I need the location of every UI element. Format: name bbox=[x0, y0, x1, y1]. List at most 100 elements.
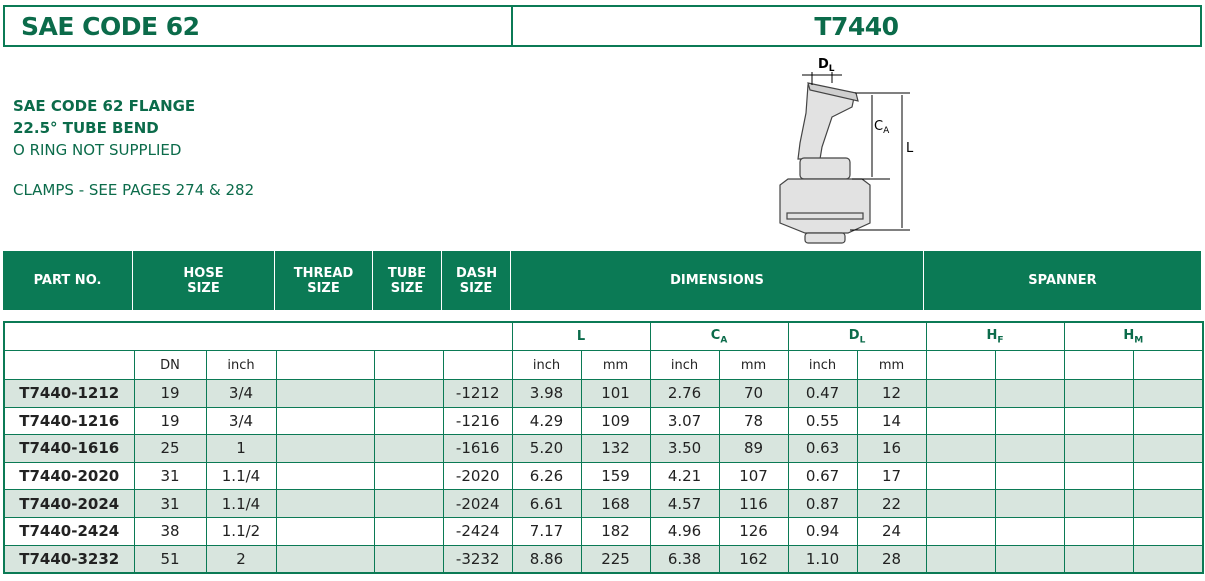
group-sub: M bbox=[1134, 335, 1144, 346]
cell bbox=[1063, 350, 1134, 380]
column-title: TUBE SIZE bbox=[373, 251, 442, 310]
column-title: DIMENSIONS bbox=[511, 251, 924, 310]
cell: 4.57 bbox=[649, 489, 720, 518]
group-sub: L bbox=[859, 335, 866, 346]
cell bbox=[1063, 461, 1134, 491]
cell: T7440-1212 bbox=[3, 379, 135, 408]
cell: 12 bbox=[856, 379, 927, 408]
cell: T7440-2024 bbox=[3, 489, 135, 518]
cell: 0.67 bbox=[787, 461, 858, 491]
cell bbox=[1063, 544, 1134, 574]
cell bbox=[925, 489, 996, 518]
cell bbox=[1132, 461, 1204, 491]
cell bbox=[994, 489, 1065, 518]
cell: 3/4 bbox=[205, 379, 277, 408]
header-left: SAE CODE 62 bbox=[3, 5, 513, 47]
column-title: PART NO. bbox=[3, 251, 133, 310]
label-sub: L bbox=[829, 64, 835, 74]
unit-row: DN inch inch mm inch mm inch mm bbox=[3, 350, 1204, 380]
cell: inch bbox=[205, 350, 277, 380]
description: SAE CODE 62 FLANGE 22.5° TUBE BEND O RIN… bbox=[13, 95, 195, 161]
cell bbox=[1063, 434, 1134, 463]
cell bbox=[1132, 434, 1204, 463]
cell: T7440-2020 bbox=[3, 461, 135, 491]
cell bbox=[373, 350, 444, 380]
column-text: THREAD SIZE bbox=[293, 265, 354, 296]
cell: 101 bbox=[580, 379, 651, 408]
cell: 1.1/2 bbox=[205, 516, 277, 546]
cell: T7440-1216 bbox=[3, 406, 135, 436]
cell: HF bbox=[925, 321, 1065, 351]
cell bbox=[442, 350, 513, 380]
cell bbox=[275, 379, 375, 408]
desc-line: SAE CODE 62 FLANGE bbox=[13, 97, 196, 115]
cell: 19 bbox=[133, 406, 207, 436]
cell: -1212 bbox=[442, 379, 513, 408]
cell bbox=[275, 350, 375, 380]
cell: mm bbox=[718, 350, 789, 380]
note: CLAMPS - SEE PAGES 274 & 282 bbox=[13, 181, 255, 199]
label-sub: A bbox=[883, 126, 890, 136]
cell: 109 bbox=[580, 406, 651, 436]
cell: 0.87 bbox=[787, 489, 858, 518]
cell: 2.76 bbox=[649, 379, 720, 408]
label-dl: DL bbox=[818, 57, 835, 74]
cell: T7440-2424 bbox=[3, 516, 135, 546]
cell: 28 bbox=[856, 544, 927, 574]
group-main: L bbox=[576, 329, 586, 344]
cell: T7440-3232 bbox=[3, 544, 135, 574]
cell: 3.07 bbox=[649, 406, 720, 436]
cell bbox=[1132, 350, 1204, 380]
cell: 38 bbox=[133, 516, 207, 546]
cell: DL bbox=[787, 321, 927, 351]
label-ca: CA bbox=[874, 119, 890, 136]
header-right: T7440 bbox=[511, 5, 1202, 47]
cell: 7.17 bbox=[511, 516, 582, 546]
cell: 0.55 bbox=[787, 406, 858, 436]
cell bbox=[275, 434, 375, 463]
cell: 17 bbox=[856, 461, 927, 491]
cell bbox=[1132, 406, 1204, 436]
label-l: L bbox=[906, 141, 914, 156]
cell: inch bbox=[649, 350, 720, 380]
cell: 162 bbox=[718, 544, 789, 574]
column-header: PART NO. HOSE SIZE THREAD SIZE TUBE SIZE DAS… bbox=[3, 251, 1202, 310]
group-main: H bbox=[1123, 327, 1135, 343]
cell: mm bbox=[580, 350, 651, 380]
group-sub: A bbox=[720, 335, 728, 346]
cell: -1216 bbox=[442, 406, 513, 436]
cell: 6.38 bbox=[649, 544, 720, 574]
cell bbox=[994, 516, 1065, 546]
cell: 0.94 bbox=[787, 516, 858, 546]
cell bbox=[275, 461, 375, 491]
cell: -2024 bbox=[442, 489, 513, 518]
cell: 19 bbox=[133, 379, 207, 408]
cell bbox=[994, 434, 1065, 463]
cell: 3.50 bbox=[649, 434, 720, 463]
group-row: L CA DL HF HM bbox=[3, 321, 1204, 351]
desc-line: O RING NOT SUPPLIED bbox=[13, 141, 182, 159]
cell bbox=[373, 461, 444, 491]
fitting-diagram: DL CA L bbox=[779, 57, 914, 244]
data-row: T7440-2020 31 1.1/4 -2020 6.26 159 4.21 107 0.67… bbox=[3, 461, 1204, 491]
cell: 1.1/4 bbox=[205, 489, 277, 518]
data-table: L CA DL HF HM DN inch inch mm inch mm inch mm T7440-1… bbox=[3, 321, 1205, 575]
cell: 16 bbox=[856, 434, 927, 463]
cell bbox=[925, 544, 996, 574]
cell: 25 bbox=[133, 434, 207, 463]
cell bbox=[1132, 516, 1204, 546]
cell: 159 bbox=[580, 461, 651, 491]
cell bbox=[275, 544, 375, 574]
data-row: T7440-1212 19 3/4 -1212 3.98 101 2.76 70 0.47 12 bbox=[3, 379, 1204, 408]
column-text: SPANNER bbox=[1028, 273, 1097, 288]
cell bbox=[373, 544, 444, 574]
cell: L bbox=[511, 321, 651, 351]
cell: 4.21 bbox=[649, 461, 720, 491]
cell: 3/4 bbox=[205, 406, 277, 436]
group-main: H bbox=[986, 327, 998, 343]
cell: 24 bbox=[856, 516, 927, 546]
cell bbox=[1063, 516, 1134, 546]
cell bbox=[925, 434, 996, 463]
data-row: T7440-1216 19 3/4 -1216 4.29 109 3.07 78 0.55 14 bbox=[3, 406, 1204, 436]
cell bbox=[994, 406, 1065, 436]
